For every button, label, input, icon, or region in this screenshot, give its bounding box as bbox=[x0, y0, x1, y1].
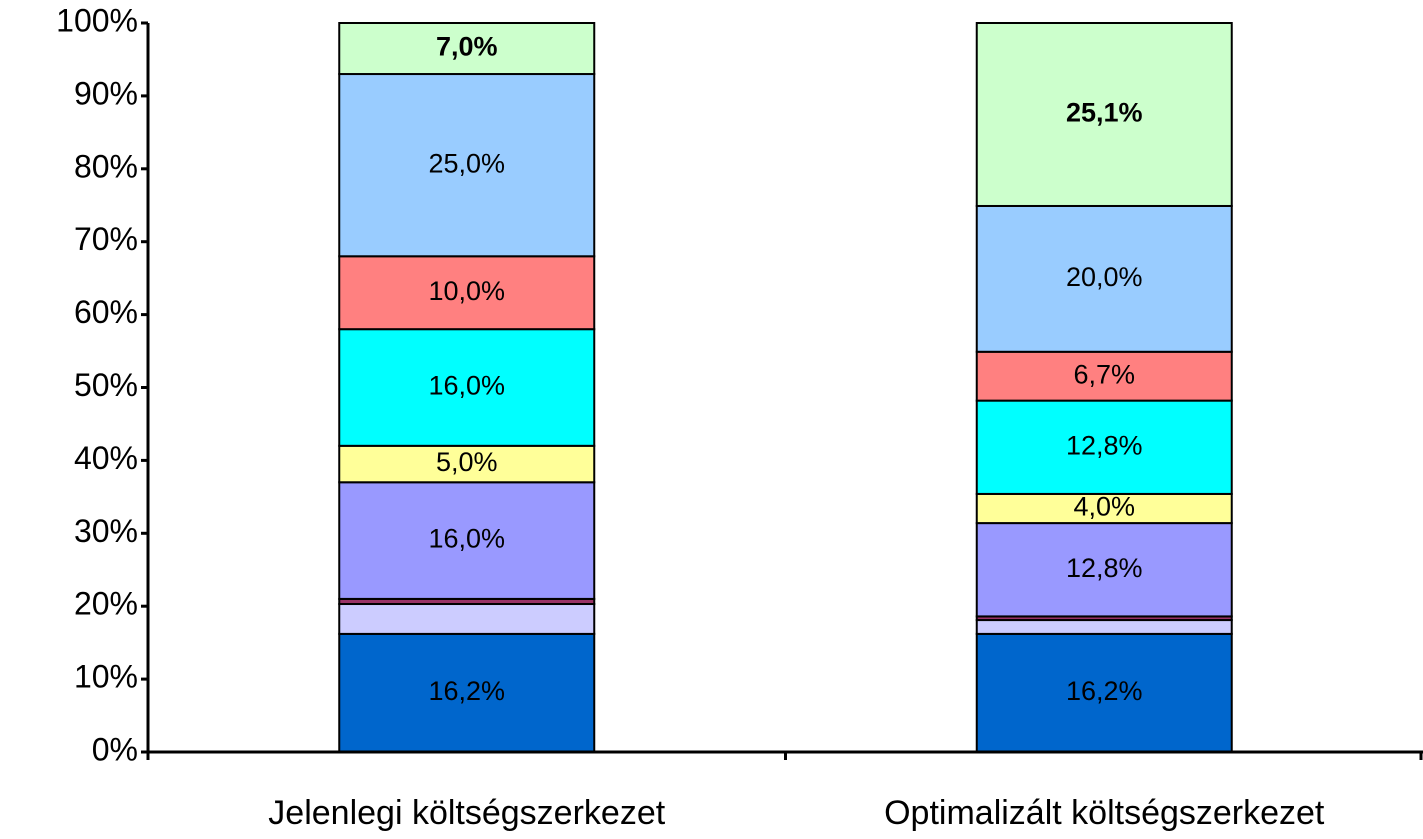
y-tick-label: 0% bbox=[92, 731, 138, 767]
y-tick-label: 80% bbox=[74, 148, 138, 184]
y-tick-label: 20% bbox=[74, 586, 138, 622]
data-label: 25,1% bbox=[1066, 98, 1143, 128]
bar-segment bbox=[975, 619, 1233, 635]
bar-segment bbox=[338, 603, 596, 635]
bar-segment bbox=[975, 492, 1233, 525]
data-label: 16,0% bbox=[428, 524, 505, 554]
bar-segment bbox=[338, 481, 596, 600]
bar-segment bbox=[975, 350, 1233, 402]
data-label: 10,0% bbox=[428, 276, 505, 306]
y-tick-label: 50% bbox=[74, 367, 138, 403]
data-label: 6,7% bbox=[1073, 359, 1135, 389]
y-tick-label: 100% bbox=[56, 2, 138, 38]
bar-segment bbox=[338, 22, 596, 76]
bar-segment bbox=[975, 399, 1233, 495]
data-label: 4,0% bbox=[1073, 492, 1135, 522]
bar-segment bbox=[338, 255, 596, 331]
y-tick-label: 10% bbox=[74, 659, 138, 695]
bar-segment bbox=[338, 73, 596, 258]
x-tick-label: Optimalizált költségszerkezet bbox=[884, 794, 1325, 832]
data-label: 5,0% bbox=[436, 447, 498, 477]
data-label: 16,2% bbox=[1066, 676, 1143, 706]
bar-segment bbox=[338, 444, 596, 484]
y-tick-label: 40% bbox=[74, 440, 138, 476]
y-tick-label: 30% bbox=[74, 513, 138, 549]
x-tick-label: Jelenlegi költségszerkezet bbox=[268, 794, 665, 832]
y-tick-label: 70% bbox=[74, 221, 138, 257]
data-label: 20,0% bbox=[1066, 262, 1143, 292]
bar-segment bbox=[975, 522, 1233, 618]
data-label: 7,0% bbox=[436, 32, 498, 62]
data-label: 16,0% bbox=[428, 371, 505, 401]
y-tick-label: 60% bbox=[74, 294, 138, 330]
data-label: 12,8% bbox=[1066, 430, 1143, 460]
data-label: 25,0% bbox=[428, 148, 505, 178]
bar-segment bbox=[975, 22, 1233, 207]
y-tick-label: 90% bbox=[74, 75, 138, 111]
data-label: 12,8% bbox=[1066, 553, 1143, 583]
bar-segment bbox=[338, 632, 596, 753]
bar-segment bbox=[338, 328, 596, 447]
data-label: 16,2% bbox=[428, 676, 505, 706]
